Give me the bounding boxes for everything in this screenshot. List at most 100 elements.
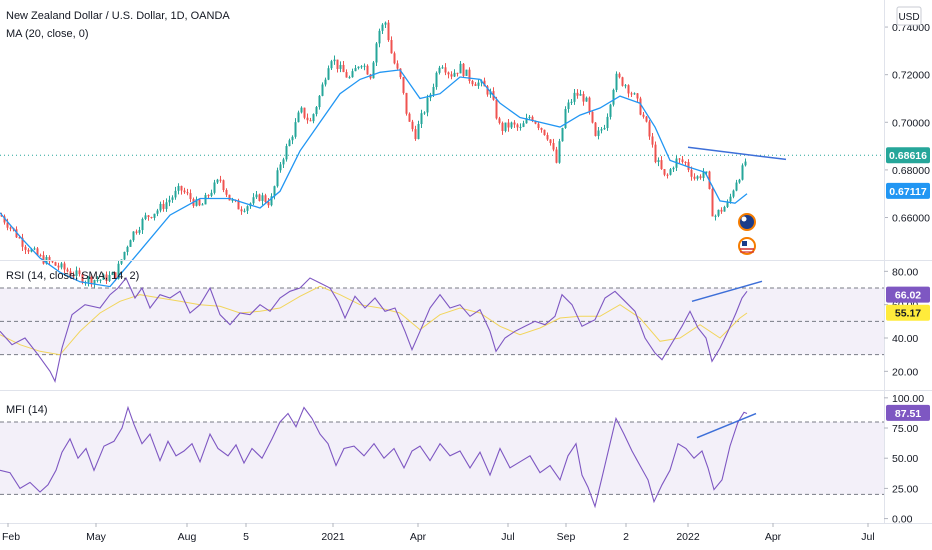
candle-body — [24, 246, 27, 250]
candle-body — [126, 246, 129, 252]
candle-body — [183, 190, 186, 193]
candle-body — [477, 82, 480, 86]
candle-body — [93, 280, 96, 285]
price-pane[interactable]: New Zealand Dollar / U.S. Dollar, 1D, OA… — [0, 6, 930, 289]
candle-body — [312, 114, 315, 122]
rsi-ma-value-badge-bg — [886, 304, 930, 321]
candle-body — [741, 165, 744, 180]
candle-body — [540, 127, 543, 130]
candle-body — [396, 63, 399, 69]
candle-body — [138, 230, 141, 233]
candle-body — [78, 270, 81, 275]
candle-body — [615, 73, 618, 90]
candle-body — [624, 85, 627, 87]
candle-body — [201, 204, 204, 206]
candle-body — [498, 118, 501, 123]
candle-body — [108, 274, 111, 281]
price-candles — [0, 20, 747, 289]
candle-body — [657, 160, 660, 163]
candle-body — [660, 160, 663, 170]
candle-body — [597, 130, 600, 136]
candle-body — [345, 72, 348, 78]
candle-body — [198, 199, 201, 206]
candle-body — [177, 185, 180, 191]
symbol-title[interactable]: New Zealand Dollar / U.S. Dollar, 1D, OA… — [6, 10, 230, 22]
candle-body — [267, 201, 270, 206]
candle-body — [48, 257, 51, 262]
candle-body — [213, 182, 216, 193]
candle-body — [174, 190, 177, 198]
candle-body — [414, 129, 417, 140]
candle-body — [279, 164, 282, 171]
candle-body — [582, 94, 585, 102]
candle-body — [687, 162, 690, 170]
ma-line — [0, 69, 748, 288]
candle-body — [111, 272, 114, 275]
candle-body — [633, 93, 636, 95]
candle-body — [324, 79, 327, 85]
candle-body — [336, 59, 339, 69]
candle-body — [444, 67, 447, 73]
rsi-value-badge-bg — [886, 286, 930, 303]
candle-body — [60, 263, 63, 268]
rsi-trendline[interactable] — [691, 280, 763, 303]
candle-body — [666, 174, 669, 176]
candle-body — [672, 167, 675, 170]
candle-body — [363, 65, 366, 67]
candle-body — [189, 193, 192, 200]
candle-body — [156, 210, 159, 214]
mfi-axis[interactable]: 100.00 75.00 50.00 25.00 0.00 — [884, 393, 924, 526]
ma-legend[interactable]: MA (20, close, 0) — [6, 28, 89, 40]
candle-body — [153, 213, 156, 218]
price-axis-tick-label: 0.70000 — [892, 117, 930, 129]
candle-body — [135, 231, 138, 233]
candle-body — [360, 66, 363, 68]
mfi-pane[interactable]: MFI (14) 100.00 75.00 50.00 25.00 0.00 87.51 — [0, 393, 930, 526]
candle-body — [207, 195, 210, 197]
candle-body — [366, 65, 369, 75]
candle-body — [255, 194, 258, 198]
time-label: Jul — [861, 531, 874, 543]
candle-body — [543, 129, 546, 136]
candle-body — [408, 113, 411, 122]
candle-body — [123, 251, 126, 260]
candle-body — [162, 203, 165, 209]
rsi-pane[interactable]: RSI (14, close, SMA, 14, 2) 80.0060.0040… — [0, 266, 930, 383]
candle-body — [327, 68, 330, 80]
mfi-legend[interactable]: MFI (14) — [6, 404, 48, 416]
candle-body — [654, 144, 657, 163]
time-label: Apr — [765, 531, 782, 543]
candle-body — [528, 116, 531, 118]
candle-body — [471, 80, 474, 85]
time-label: Apr — [410, 531, 427, 543]
nzd-flag-event-icon[interactable] — [738, 213, 756, 231]
price-trendline[interactable] — [687, 146, 787, 161]
candle-body — [306, 117, 309, 121]
candle-body — [243, 210, 246, 212]
candle-body — [333, 59, 336, 62]
candle-body — [99, 279, 102, 281]
rsi-legend[interactable]: RSI (14, close, SMA, 14, 2) — [6, 270, 139, 282]
mfi-axis-tick-label: 75.00 — [892, 423, 918, 435]
candle-body — [195, 199, 198, 206]
time-axis[interactable]: Feb May Aug 5 2021 Apr Jul Sep 2 2022 Apr Jul — [2, 523, 875, 543]
candle-body — [537, 123, 540, 128]
candle-body — [606, 116, 609, 128]
event-markers[interactable] — [738, 213, 756, 255]
candle-body — [90, 277, 93, 285]
candle-body — [636, 93, 639, 99]
last-price-badge-bg — [886, 147, 930, 164]
candle-body — [348, 77, 351, 79]
candle-body — [105, 274, 108, 281]
currency-button[interactable]: USD — [896, 6, 922, 26]
candle-body — [738, 179, 741, 183]
candle-body — [6, 222, 9, 228]
mfi-trendline[interactable] — [696, 412, 757, 439]
candle-body — [519, 126, 522, 128]
candle-body — [66, 269, 69, 272]
candle-body — [225, 190, 228, 195]
candle-body — [357, 66, 360, 69]
rsi-axis-tick-label: 80.00 — [892, 266, 918, 278]
